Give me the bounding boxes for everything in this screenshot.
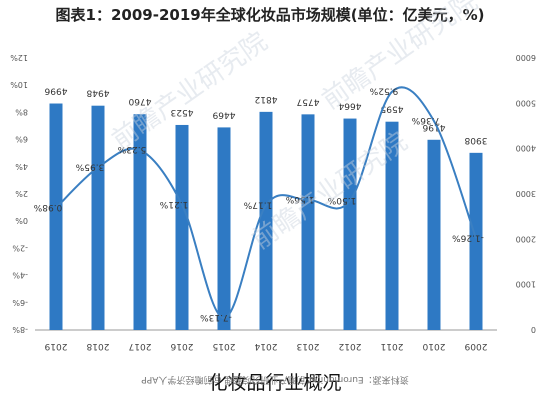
right-tick-label: 4000 [516, 144, 536, 153]
left-tick-label: -8% [12, 325, 28, 334]
category-label: 2012 [339, 341, 362, 351]
bar [343, 118, 357, 330]
bar [175, 124, 189, 330]
growth-line [55, 86, 477, 320]
bar-label: 4469 [212, 109, 235, 119]
bar [91, 105, 105, 330]
category-label: 2017 [129, 341, 152, 351]
bar [427, 139, 441, 330]
left-tick-label: -4% [12, 271, 28, 280]
left-tick-label: -6% [12, 298, 28, 307]
chart-title: 图表1：2009-2019年全球化妆品市场规模(单位：亿美元，%) [55, 6, 485, 24]
line-label: 9.52% [369, 86, 398, 96]
line-label: -1.26% [452, 232, 484, 242]
bar [385, 121, 399, 331]
right-tick-label: 6000 [516, 53, 536, 62]
line-label: 1.21% [159, 199, 188, 209]
left-tick-label: 6% [15, 135, 28, 144]
category-label: 2009 [464, 341, 487, 351]
right-tick-label: 2000 [516, 234, 536, 243]
line-label: -7.13% [200, 312, 232, 322]
right-tick-label: 5000 [516, 98, 536, 107]
bar-label: 4523 [171, 107, 194, 117]
left-tick-label: 8% [15, 107, 28, 116]
bar [469, 152, 483, 330]
line-labels: 0.98% 3.95% 5.23% 1.21% -7.13% 1.17% 1.56% 1.50… [33, 86, 484, 322]
source-note: 资料来源：Euromonitor 前瞻产业研究院整理 @前瞻经济学人APP [141, 374, 409, 384]
bar-label: 4760 [128, 96, 151, 106]
bar-label: 4196 [422, 122, 445, 132]
bar-label: 4948 [86, 88, 109, 98]
category-label: 2011 [381, 341, 404, 351]
category-label: 2010 [422, 341, 445, 351]
line-label: 3.95% [75, 161, 104, 171]
right-axis: 6000 5000 4000 3000 2000 1000 0 [516, 53, 536, 334]
bar-label: 4595 [381, 104, 404, 114]
left-axis: 12% 10% 8% 6% 4% 2% 0% -2% -4% -6% -8% [10, 53, 28, 334]
category-label: 2018 [86, 341, 109, 351]
category-label: 2013 [297, 341, 320, 351]
line-label: 5.23% [117, 144, 146, 154]
bar [133, 114, 147, 330]
left-tick-label: 10% [10, 80, 28, 89]
line-label: 1.56% [285, 194, 314, 204]
left-tick-label: 12% [10, 53, 28, 62]
bar-label: 4812 [255, 94, 278, 104]
line-label: 0.98% [33, 202, 62, 212]
category-labels: 2019 2018 2017 2016 2015 2014 2013 2012 2011 2010… [44, 341, 487, 351]
left-tick-label: 2% [15, 189, 28, 198]
bar-label: 3908 [464, 135, 487, 145]
right-tick-label: 1000 [516, 280, 536, 289]
bar-label: 4996 [44, 86, 67, 96]
bar-labels: 4996 4948 4760 4523 4469 4812 4757 4664 4595 4196… [44, 86, 487, 145]
bar-series [49, 103, 483, 331]
bar [259, 111, 273, 330]
category-label: 2016 [170, 341, 193, 351]
caption: 化妆品行业概况 [208, 372, 342, 394]
bar-label: 4757 [297, 96, 320, 106]
category-label: 2019 [44, 341, 67, 351]
left-tick-label: 4% [15, 162, 28, 171]
bar [49, 103, 63, 330]
right-tick-label: 3000 [516, 189, 536, 198]
right-tick-label: 0 [531, 325, 536, 334]
line-label: 7.36% [411, 115, 440, 125]
bar [217, 127, 231, 330]
bar [301, 114, 315, 330]
line-label: 1.50% [327, 195, 356, 205]
category-label: 2015 [213, 341, 236, 351]
category-label: 2014 [254, 341, 277, 351]
left-tick-label: -2% [12, 243, 28, 252]
line-label: 1.17% [243, 199, 272, 209]
left-tick-label: 0% [15, 216, 28, 225]
bar-label: 4664 [338, 101, 361, 111]
